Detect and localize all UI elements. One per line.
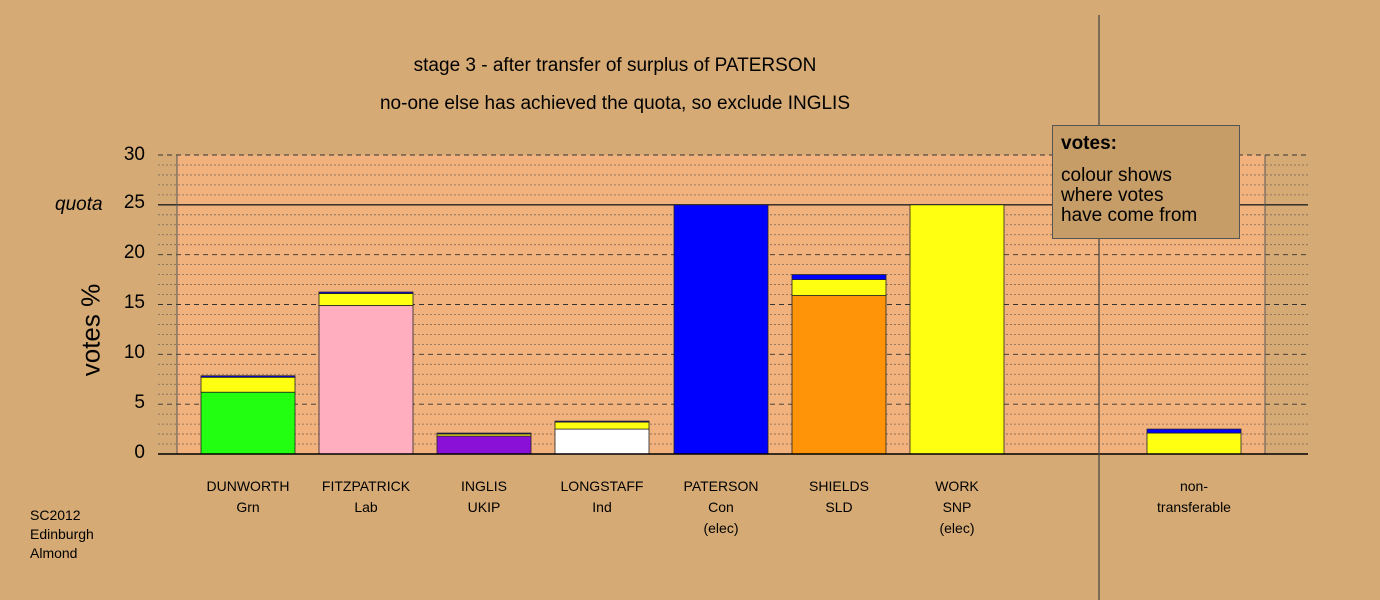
footer-line: Edinburgh: [30, 526, 94, 542]
candidate-name: DUNWORTH: [206, 478, 290, 494]
candidate-label-dunworth: DUNWORTH Grn: [188, 476, 308, 518]
bar-segment: [436, 432, 532, 435]
quota-label: quota: [55, 194, 103, 215]
footer-line: Almond: [30, 545, 78, 561]
y-tick-label: 25: [123, 192, 145, 213]
y-tick-label: 20: [123, 242, 145, 263]
candidate-party: SLD: [825, 499, 853, 515]
bar-segment: [318, 293, 414, 306]
bar-segment: [1146, 428, 1242, 434]
legend-line: colour shows: [1061, 165, 1172, 186]
candidate-label-fitzpatrick: FITZPATRICK Lab: [306, 476, 426, 518]
candidate-label-work: WORK SNP (elec): [897, 476, 1017, 539]
bar-segment: [200, 376, 296, 393]
bar-segment: [909, 204, 1005, 455]
legend-heading: votes:: [1061, 133, 1117, 154]
candidate-party: Ind: [592, 499, 612, 515]
footer-note: SC2012 Edinburgh Almond: [30, 506, 94, 563]
bar-segment: [554, 420, 650, 423]
candidate-label-paterson: PATERSON Con (elec): [661, 476, 781, 539]
legend-box: votes: colour shows where votes have com…: [1052, 125, 1240, 239]
bar-segment: [200, 375, 296, 378]
chart-title: stage 3 - after transfer of surplus of P…: [413, 55, 817, 76]
y-tick-label: 30: [123, 144, 145, 165]
chart-subtitle: no-one else has achieved the quota, so e…: [379, 93, 851, 114]
nontransferable-line1: non-: [1179, 478, 1209, 494]
legend-line: where votes: [1061, 185, 1164, 206]
footer-line: SC2012: [30, 507, 81, 523]
y-tick-label: 10: [123, 342, 145, 363]
bar-segment: [1146, 432, 1242, 455]
candidate-label-longstaff: LONGSTAFF Ind: [542, 476, 662, 518]
nontransferable-line2: transferable: [1157, 499, 1231, 515]
bar-segment: [791, 295, 887, 455]
candidate-party: Con: [708, 499, 734, 515]
candidate-party: Grn: [236, 499, 260, 515]
candidate-status: (elec): [703, 520, 739, 536]
bar-segment: [200, 391, 296, 455]
y-tick-label: 5: [134, 392, 145, 413]
candidate-name: WORK: [935, 478, 979, 494]
candidate-label-inglis: INGLIS UKIP: [424, 476, 544, 518]
bar-segment: [436, 435, 532, 455]
candidate-name: PATERSON: [683, 478, 759, 494]
candidate-party: UKIP: [467, 499, 501, 515]
candidate-name: INGLIS: [461, 478, 507, 494]
bar-segment: [673, 204, 769, 455]
candidate-label-shields: SHIELDS SLD: [779, 476, 899, 518]
y-tick-label: 15: [123, 292, 145, 313]
bar-segment: [318, 305, 414, 455]
y-axis-label: votes %: [75, 283, 106, 377]
candidate-name: FITZPATRICK: [321, 478, 411, 494]
candidate-name: SHIELDS: [809, 478, 869, 494]
candidate-label-nontransferable: non- transferable: [1134, 476, 1254, 518]
bar-segment: [791, 274, 887, 280]
bar-segment: [791, 279, 887, 296]
bar-segment: [318, 291, 414, 294]
candidate-status: (elec): [939, 520, 975, 536]
y-tick-label: 0: [134, 442, 145, 463]
bar-segment: [554, 421, 650, 430]
candidate-name: LONGSTAFF: [560, 478, 644, 494]
candidate-party: Lab: [354, 499, 378, 515]
legend-line: have come from: [1061, 205, 1198, 226]
candidate-party: SNP: [942, 499, 972, 515]
bar-segment: [554, 428, 650, 455]
